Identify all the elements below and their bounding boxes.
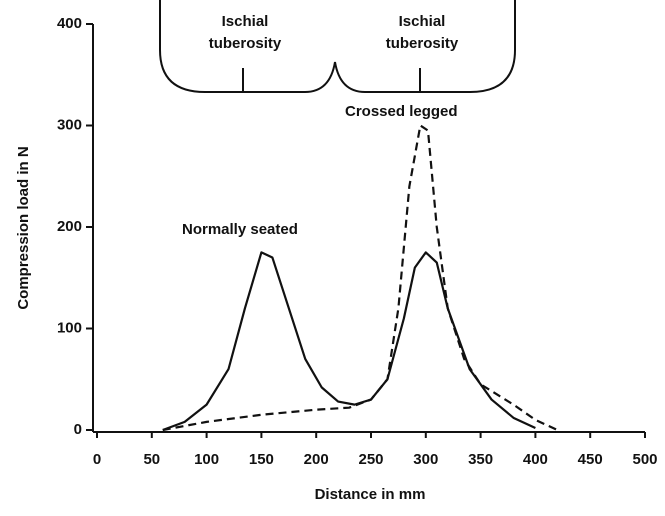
x-tick-label: 50 <box>143 451 160 468</box>
x-tick-label: 250 <box>358 451 383 468</box>
annotation: Ischial <box>399 13 446 30</box>
series-label: Normally seated <box>182 221 298 238</box>
annotation: Ischial <box>222 13 269 30</box>
series-label: Crossed legged <box>345 103 458 120</box>
x-tick-label: 0 <box>93 451 101 468</box>
series-line <box>162 251 536 432</box>
x-tick-label: 450 <box>578 451 603 468</box>
x-tick-label: 350 <box>468 451 493 468</box>
series-line <box>162 124 558 432</box>
y-tick-label: 300 <box>57 116 82 133</box>
x-tick-label: 200 <box>304 451 329 468</box>
y-axis-label: Compression load in N <box>15 146 32 309</box>
y-tick-label: 200 <box>57 218 82 235</box>
annotation: tuberosity <box>386 35 459 52</box>
annotation: tuberosity <box>209 35 282 52</box>
x-tick-label: 150 <box>249 451 274 468</box>
x-tick-label: 500 <box>632 451 657 468</box>
x-axis-label: Distance in mm <box>315 486 426 503</box>
y-tick-label: 0 <box>74 421 82 438</box>
ischial-bracket <box>159 0 516 93</box>
x-tick-label: 400 <box>523 451 548 468</box>
y-tick-label: 100 <box>57 319 82 336</box>
y-tick-label: 400 <box>57 15 82 32</box>
x-tick-label: 300 <box>413 451 438 468</box>
x-tick-label: 100 <box>194 451 219 468</box>
